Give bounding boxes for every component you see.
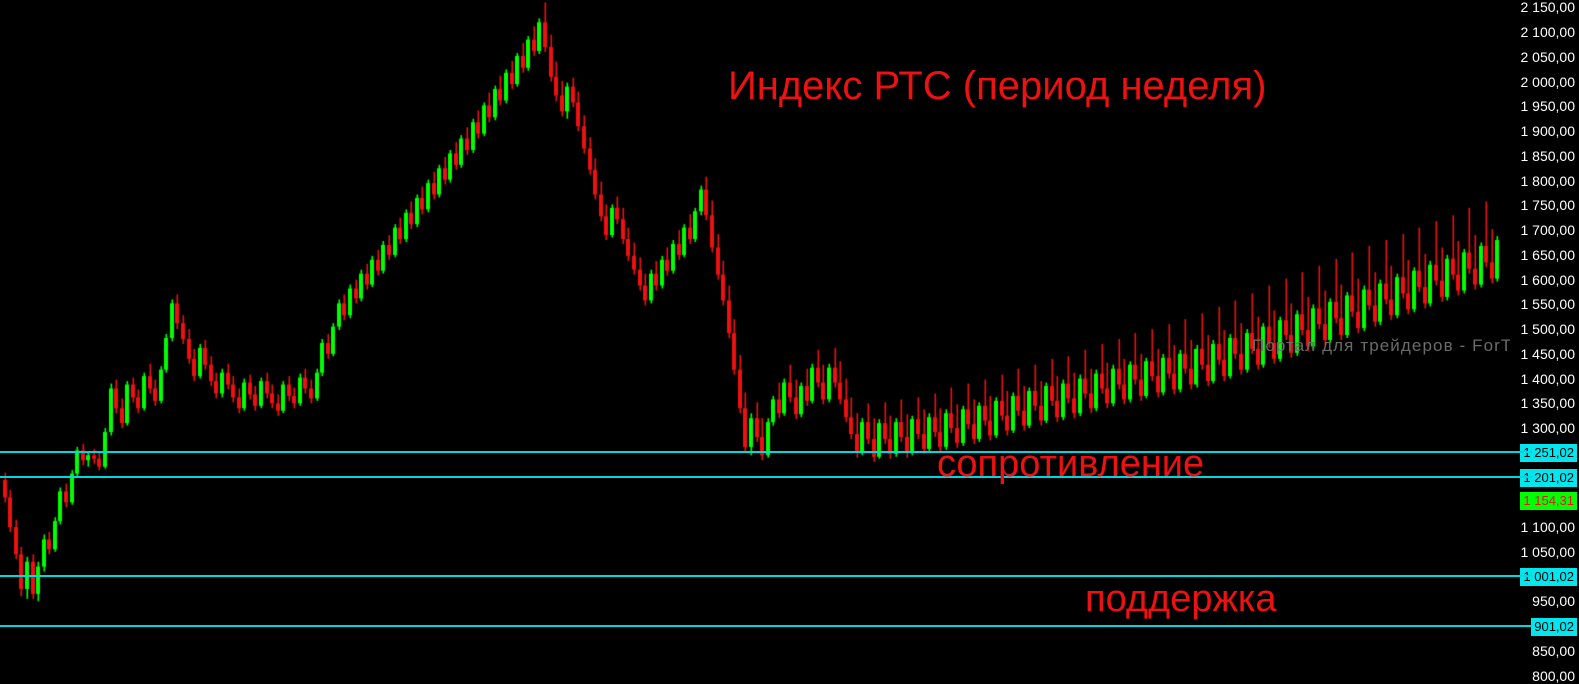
price-axis-tick: 1 500,00	[1520, 321, 1576, 338]
price-axis-tick: 2 150,00	[1520, 0, 1576, 16]
level-line-resistance-lower[interactable]	[0, 476, 1579, 479]
price-axis[interactable]: 2 150,00 2 100,00 2 050,00 2 000,00 1 950,00…	[1510, 0, 1579, 683]
price-badge[interactable]: 1 201,02	[1520, 469, 1577, 488]
price-axis-tick: 1 050,00	[1520, 543, 1576, 560]
price-axis-tick: 950,00	[1532, 593, 1575, 610]
price-badge[interactable]: 1 251,02	[1520, 444, 1577, 463]
price-axis-tick: 1 350,00	[1520, 395, 1576, 412]
price-badge[interactable]: 1 154,31	[1520, 492, 1577, 511]
price-axis-tick: 1 400,00	[1520, 370, 1576, 387]
watermark: Портал для трейдеров - ForTrader.ru	[1252, 336, 1579, 355]
price-axis-tick: 1 900,00	[1520, 123, 1576, 140]
price-axis-tick: 1 650,00	[1520, 246, 1576, 263]
price-axis-tick: 850,00	[1532, 642, 1575, 659]
chart-plot-area[interactable]	[0, 0, 1510, 678]
level-line-support-lower[interactable]	[0, 624, 1579, 627]
price-axis-tick: 1 850,00	[1520, 147, 1576, 164]
price-axis-tick: 1 800,00	[1520, 172, 1576, 189]
annotation-resistance: сопротивление	[937, 443, 1205, 485]
price-axis-tick: 2 050,00	[1520, 48, 1576, 65]
price-axis-tick: 1 450,00	[1520, 345, 1576, 362]
price-badge-connector	[1510, 575, 1532, 578]
price-badge[interactable]: 901,02	[1531, 617, 1577, 636]
price-badge-connector	[1510, 451, 1532, 454]
level-line-resistance-upper[interactable]	[0, 451, 1579, 454]
annotation-support: поддержка	[1085, 578, 1277, 620]
price-axis-tick: 1 700,00	[1520, 222, 1576, 239]
price-axis-tick: 800,00	[1532, 667, 1575, 684]
price-axis-tick: 1 300,00	[1520, 420, 1576, 437]
page-title: Индекс РТС (период неделя)	[728, 64, 1267, 108]
level-line-support-upper[interactable]	[0, 575, 1579, 578]
price-axis-tick: 2 000,00	[1520, 73, 1576, 90]
price-axis-tick: 1 100,00	[1520, 519, 1576, 536]
candlestick-series	[0, 0, 1510, 678]
price-badge-connector	[1510, 624, 1532, 627]
price-axis-tick: 1 600,00	[1520, 271, 1576, 288]
price-badge-connector	[1510, 476, 1532, 479]
price-axis-tick: 2 100,00	[1520, 24, 1576, 41]
price-badge[interactable]: 1 001,02	[1520, 568, 1577, 587]
price-axis-tick: 1 550,00	[1520, 296, 1576, 313]
price-axis-tick: 1 750,00	[1520, 197, 1576, 214]
price-axis-tick: 1 950,00	[1520, 98, 1576, 115]
